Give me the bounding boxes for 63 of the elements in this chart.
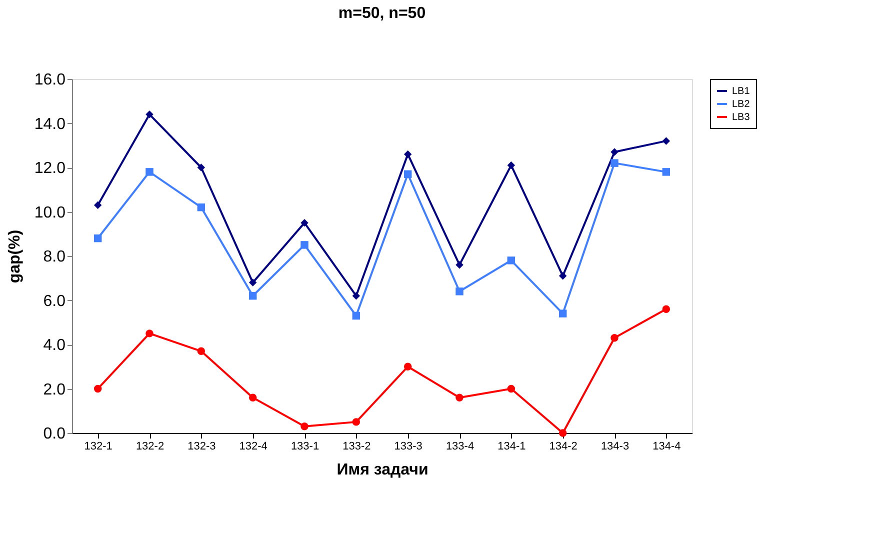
point	[197, 203, 206, 212]
point	[662, 168, 670, 176]
point	[197, 347, 206, 356]
point	[352, 292, 360, 300]
point	[558, 310, 567, 318]
x-tick-label: 132-4	[239, 440, 268, 452]
point	[94, 384, 102, 393]
x-tick-label: 134-4	[652, 440, 681, 452]
x-tick-label: 132-1	[84, 440, 112, 452]
x-tick-label: 134-2	[549, 440, 578, 452]
point	[352, 312, 360, 320]
y-tick-label: 12.0	[34, 160, 66, 177]
point	[352, 418, 360, 426]
x-tick-label: 132-3	[188, 440, 216, 452]
point	[610, 334, 618, 342]
y-tick-label: 10.0	[34, 204, 66, 222]
x-tick-label: 133-4	[446, 440, 474, 452]
y-tick-label: 16.0	[34, 72, 66, 88]
point	[94, 234, 102, 242]
point	[300, 422, 308, 430]
point	[507, 256, 516, 264]
x-tick-label: 134-1	[498, 440, 526, 452]
point	[248, 394, 257, 402]
y-tick-label: 2.0	[43, 381, 66, 398]
x-axis-title: Имя задачи	[336, 462, 428, 478]
point	[456, 394, 464, 402]
point	[662, 137, 670, 145]
point	[197, 164, 206, 172]
x-tick-label: 132-2	[136, 440, 164, 452]
y-tick-label: 6.0	[43, 292, 66, 310]
y-tick-label: 0.0	[43, 426, 66, 442]
x-tick-label: 133-2	[342, 440, 371, 452]
legend-label: LB1	[732, 86, 750, 97]
x-tick-label: 134-3	[600, 440, 630, 452]
x-tick-label: 133-3	[394, 440, 422, 452]
point	[300, 241, 308, 249]
point	[507, 161, 516, 170]
point	[558, 272, 567, 280]
point	[146, 168, 154, 176]
point	[300, 218, 308, 227]
point	[404, 170, 412, 178]
point	[507, 384, 516, 393]
point	[456, 260, 464, 269]
legend-label: LB3	[732, 112, 750, 123]
y-tick-label: 4.0	[43, 337, 66, 354]
point	[248, 278, 257, 286]
chart-title: m=50, n=50	[338, 5, 426, 22]
point	[146, 330, 154, 338]
point	[146, 110, 154, 118]
point	[610, 159, 618, 167]
y-tick-label: 14.0	[34, 116, 66, 133]
point	[404, 362, 412, 370]
point	[94, 201, 102, 209]
point	[248, 292, 257, 300]
y-tick-label: 8.0	[43, 248, 66, 266]
point	[456, 288, 464, 296]
legend-label: LB2	[732, 99, 750, 110]
y-axis-title: gap(%)	[6, 230, 24, 284]
point	[558, 429, 567, 437]
point	[610, 148, 618, 156]
point	[404, 150, 412, 158]
x-tick-label: 133-1	[290, 440, 320, 452]
point	[662, 305, 670, 313]
